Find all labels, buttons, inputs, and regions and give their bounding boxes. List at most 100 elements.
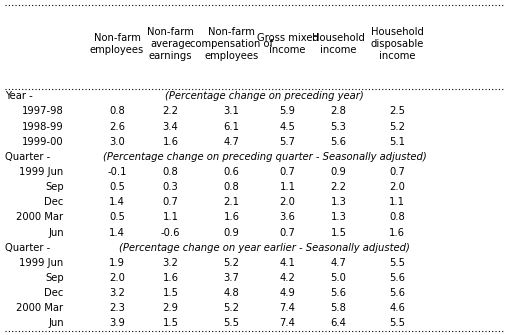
- Text: 7.4: 7.4: [279, 318, 296, 328]
- Text: Non-farm
employees: Non-farm employees: [90, 32, 144, 55]
- Text: (Percentage change on year earlier - Seasonally adjusted): (Percentage change on year earlier - Sea…: [119, 243, 410, 253]
- Text: 0.5: 0.5: [109, 212, 125, 222]
- Text: 4.7: 4.7: [223, 137, 240, 147]
- Text: 0.7: 0.7: [162, 197, 179, 207]
- Text: 4.2: 4.2: [279, 273, 296, 283]
- Text: 5.5: 5.5: [389, 258, 405, 268]
- Text: 0.3: 0.3: [163, 182, 178, 192]
- Text: 2.6: 2.6: [109, 122, 125, 132]
- Text: -0.6: -0.6: [161, 227, 180, 238]
- Text: 2.0: 2.0: [389, 182, 405, 192]
- Text: 3.0: 3.0: [109, 137, 125, 147]
- Text: 6.1: 6.1: [223, 122, 240, 132]
- Text: 2.9: 2.9: [162, 303, 179, 313]
- Text: 5.5: 5.5: [389, 318, 405, 328]
- Text: Jun: Jun: [48, 227, 64, 238]
- Text: 5.5: 5.5: [223, 318, 240, 328]
- Text: 5.3: 5.3: [330, 122, 347, 132]
- Text: 2.1: 2.1: [223, 197, 240, 207]
- Text: 0.8: 0.8: [224, 182, 239, 192]
- Text: 1.6: 1.6: [162, 137, 179, 147]
- Text: 5.6: 5.6: [389, 273, 405, 283]
- Text: 2000 Mar: 2000 Mar: [16, 212, 64, 222]
- Text: 5.2: 5.2: [223, 258, 240, 268]
- Text: 1.6: 1.6: [223, 212, 240, 222]
- Text: 1.1: 1.1: [279, 182, 296, 192]
- Text: 3.9: 3.9: [109, 318, 125, 328]
- Text: 1.5: 1.5: [162, 288, 179, 298]
- Text: 5.1: 5.1: [389, 137, 405, 147]
- Text: 0.7: 0.7: [279, 167, 296, 177]
- Text: 5.6: 5.6: [330, 288, 347, 298]
- Text: 2.8: 2.8: [330, 107, 347, 117]
- Text: 1.4: 1.4: [109, 227, 125, 238]
- Text: 0.9: 0.9: [330, 167, 347, 177]
- Text: 4.1: 4.1: [279, 258, 296, 268]
- Text: 0.9: 0.9: [223, 227, 240, 238]
- Text: 1999 Jun: 1999 Jun: [19, 167, 64, 177]
- Text: 1.5: 1.5: [162, 318, 179, 328]
- Text: 3.4: 3.4: [163, 122, 178, 132]
- Text: 1999 Jun: 1999 Jun: [19, 258, 64, 268]
- Text: 5.6: 5.6: [330, 137, 347, 147]
- Text: 4.7: 4.7: [330, 258, 347, 268]
- Text: Household
income: Household income: [312, 32, 365, 55]
- Text: 1.5: 1.5: [330, 227, 347, 238]
- Text: Sep: Sep: [45, 273, 64, 283]
- Text: 3.2: 3.2: [162, 258, 179, 268]
- Text: 1.3: 1.3: [330, 212, 347, 222]
- Text: 1.1: 1.1: [389, 197, 405, 207]
- Text: 2.0: 2.0: [109, 273, 125, 283]
- Text: 5.8: 5.8: [330, 303, 347, 313]
- Text: 1998-99: 1998-99: [22, 122, 64, 132]
- Text: Non-farm
compensation of
employees: Non-farm compensation of employees: [190, 26, 273, 61]
- Text: 1.6: 1.6: [389, 227, 405, 238]
- Text: 0.8: 0.8: [109, 107, 125, 117]
- Text: 2.0: 2.0: [279, 197, 296, 207]
- Text: 1.6: 1.6: [162, 273, 179, 283]
- Text: 5.2: 5.2: [389, 122, 405, 132]
- Text: (Percentage change on preceding quarter - Seasonally adjusted): (Percentage change on preceding quarter …: [103, 152, 427, 162]
- Text: 4.8: 4.8: [224, 288, 239, 298]
- Text: Dec: Dec: [44, 288, 64, 298]
- Text: 0.7: 0.7: [279, 227, 296, 238]
- Text: 3.6: 3.6: [279, 212, 296, 222]
- Text: 0.6: 0.6: [223, 167, 240, 177]
- Text: 1.1: 1.1: [162, 212, 179, 222]
- Text: Jun: Jun: [48, 318, 64, 328]
- Text: Sep: Sep: [45, 182, 64, 192]
- Text: 2.3: 2.3: [109, 303, 125, 313]
- Text: 1.9: 1.9: [109, 258, 125, 268]
- Text: 0.7: 0.7: [389, 167, 405, 177]
- Text: 4.5: 4.5: [279, 122, 296, 132]
- Text: 0.8: 0.8: [163, 167, 178, 177]
- Text: 5.0: 5.0: [330, 273, 347, 283]
- Text: 5.9: 5.9: [279, 107, 296, 117]
- Text: Dec: Dec: [44, 197, 64, 207]
- Text: 2.2: 2.2: [162, 107, 179, 117]
- Text: Non-farm
average
earnings: Non-farm average earnings: [147, 26, 194, 61]
- Text: Household
disposable
income: Household disposable income: [371, 26, 423, 61]
- Text: 6.4: 6.4: [330, 318, 347, 328]
- Text: Quarter -: Quarter -: [5, 243, 50, 253]
- Text: 2.5: 2.5: [389, 107, 405, 117]
- Text: (Percentage change on preceding year): (Percentage change on preceding year): [165, 91, 364, 102]
- Text: 1997-98: 1997-98: [22, 107, 64, 117]
- Text: 5.7: 5.7: [279, 137, 296, 147]
- Text: 0.5: 0.5: [109, 182, 125, 192]
- Text: Year -: Year -: [5, 91, 33, 102]
- Text: 3.2: 3.2: [109, 288, 125, 298]
- Text: 5.6: 5.6: [389, 288, 405, 298]
- Text: Gross mixed
income: Gross mixed income: [257, 32, 319, 55]
- Text: 1999-00: 1999-00: [22, 137, 64, 147]
- Text: 4.6: 4.6: [389, 303, 405, 313]
- Text: 3.7: 3.7: [223, 273, 240, 283]
- Text: 2000 Mar: 2000 Mar: [16, 303, 64, 313]
- Text: 4.9: 4.9: [279, 288, 296, 298]
- Text: 5.2: 5.2: [223, 303, 240, 313]
- Text: 7.4: 7.4: [279, 303, 296, 313]
- Text: 1.3: 1.3: [330, 197, 347, 207]
- Text: 3.1: 3.1: [223, 107, 240, 117]
- Text: 2.2: 2.2: [330, 182, 347, 192]
- Text: 0.8: 0.8: [389, 212, 405, 222]
